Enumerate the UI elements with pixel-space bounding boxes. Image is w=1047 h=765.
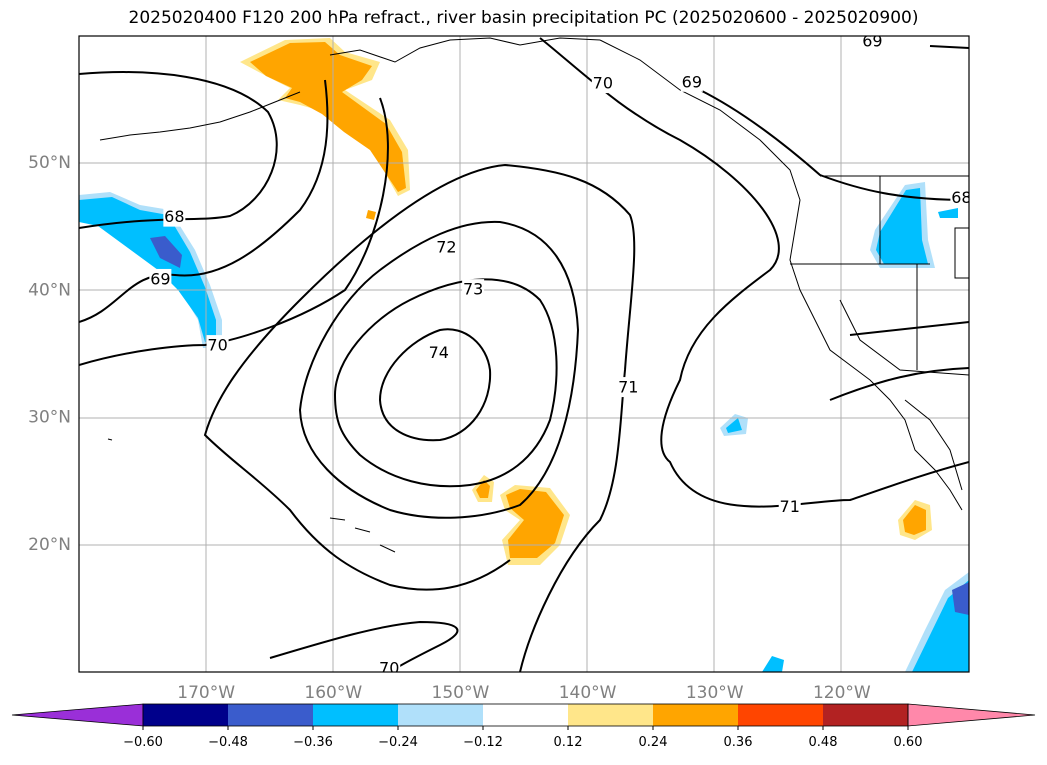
lat-label-0: 20°N [28,535,71,555]
colorbar-label-6: 0.24 [639,735,668,750]
lon-label-1: 160°W [304,683,362,703]
colorbar-label-1: −0.48 [208,735,248,750]
longitude-labels: 170°W 160°W 150°W 140°W 130°W 120°W [177,683,871,703]
contour-label-12: 70 [379,659,399,678]
contour-label-5: 74 [429,343,449,362]
colorbar-segment-9 [823,704,908,726]
colorbar-label-2: −0.36 [293,735,333,750]
contour-label-bg-2 [206,335,229,356]
colorbar-segment-7 [653,704,738,726]
lat-label-3: 50°N [28,153,71,173]
colorbar-segment-1 [143,704,228,726]
coastlines [99,37,969,553]
contour-label-4: 73 [463,280,483,299]
colorbar-segment-2 [228,704,313,726]
refractivity-contours [79,37,969,672]
lat-label-1: 30°N [28,408,71,428]
contour-label-bg-9 [950,187,969,208]
contour-label-11: 71 [780,497,800,516]
contour-label-bg-4 [462,279,485,300]
graticule [79,36,969,672]
contour-label-bg-11 [778,496,801,517]
lon-label-0: 170°W [177,683,235,703]
colorbar-segment-6 [568,704,653,726]
latitude-labels: 20°N 30°N 40°N 50°N [28,153,71,555]
colorbar-label-8: 0.48 [809,735,838,750]
contour-label-bg-7 [680,71,703,92]
contour-label-7: 69 [682,72,702,91]
colorbar-outline [142,703,909,727]
lon-label-3: 140°W [559,683,617,703]
contour-label-2: 70 [207,336,227,355]
colorbar-segment-3 [313,704,398,726]
lat-label-2: 40°N [28,280,71,300]
contour-label-9: 68 [951,188,971,207]
map-frame [78,35,970,673]
contour-label-bg-6 [591,73,614,94]
contour-label-1: 69 [150,269,170,288]
colorbar-label-4: −0.12 [463,735,503,750]
colorbar-label-7: 0.36 [724,735,753,750]
contour-label-bg-1 [149,268,172,289]
colorbar-label-3: −0.24 [378,735,418,750]
colorbar-label-9: 0.60 [894,735,923,750]
contour-label-bg-3 [435,237,458,258]
colorbar-label-0: −0.60 [123,735,163,750]
lon-label-2: 150°W [432,683,490,703]
colorbar-extend-low [11,703,144,727]
contour-label-8: 69 [862,32,882,51]
contour-label-0: 68 [164,207,184,226]
lon-label-5: 120°W [813,683,871,703]
map-title: 2025020400 F120 200 hPa refract., river … [128,8,919,28]
contour-label-6: 70 [593,74,613,93]
contour-label-10: 71 [618,378,638,397]
contour-label-bg-0 [163,206,186,227]
contour-label-bg-5 [427,342,450,363]
colorbar-extend-high [907,703,1036,727]
contour-label-bg-12 [378,658,401,672]
colorbar-segment-4 [398,704,483,726]
colorbar-segment-8 [738,704,823,726]
colorbar-segment-5 [483,704,568,726]
contour-labels: 68 69 70 72 73 74 70 69 69 68 71 71 70 [149,32,971,678]
lon-label-4: 130°W [686,683,744,703]
contour-label-bg-8 [861,36,884,52]
contour-label-3: 72 [436,238,456,257]
contour-label-bg-10 [617,377,640,398]
colorbar-label-5: 0.12 [554,735,583,750]
colorbar: −0.60 −0.48 −0.36 −0.24 −0.12 0.12 0.24 0.36 0.4… [11,703,1036,750]
